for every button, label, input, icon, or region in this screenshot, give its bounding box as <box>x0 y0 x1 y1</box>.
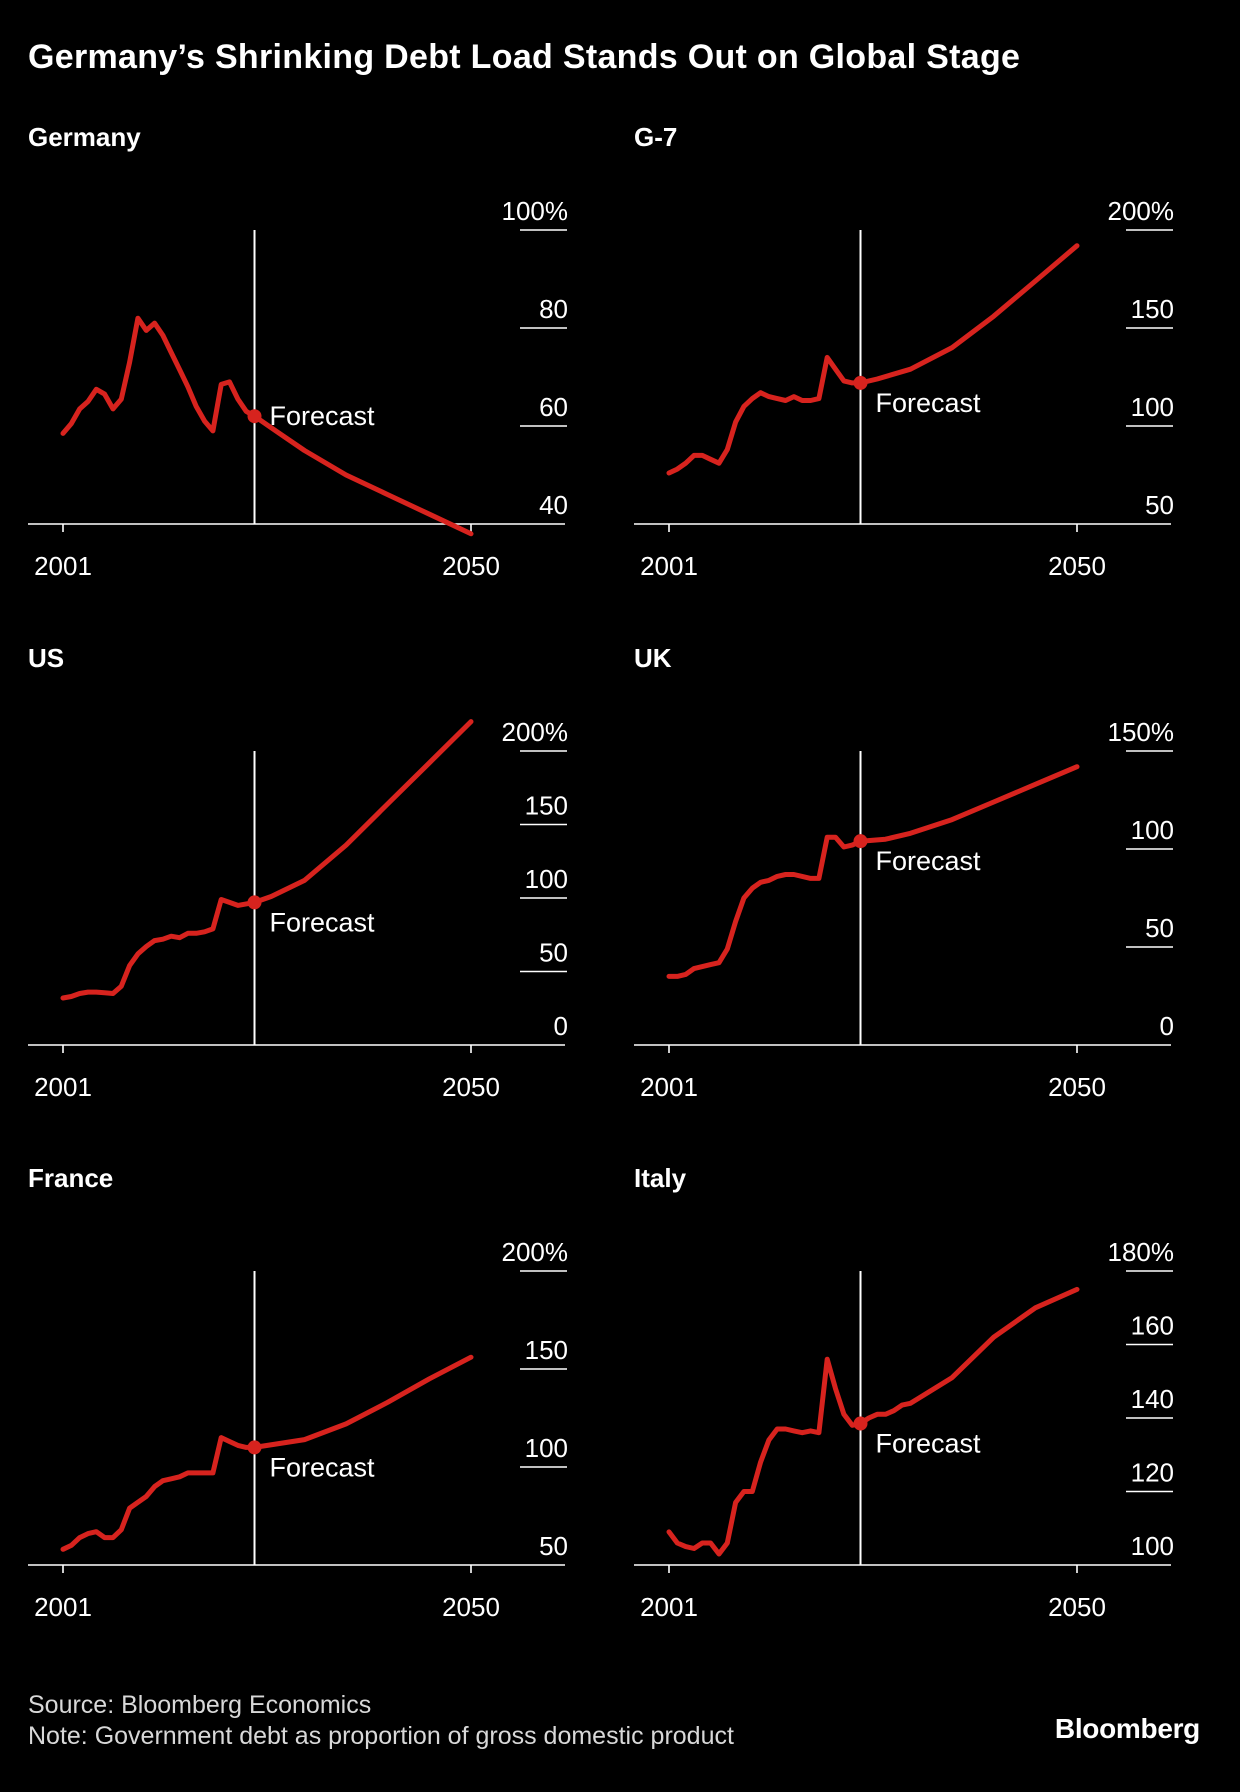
x-tick-label: 2050 <box>442 1592 500 1622</box>
footer: Source: Bloomberg Economics Note: Govern… <box>28 1690 734 1752</box>
x-tick-label: 2001 <box>640 551 698 581</box>
x-tick-label: 2001 <box>34 1592 92 1622</box>
forecast-label: Forecast <box>876 846 982 876</box>
y-tick-label: 120 <box>1131 1458 1174 1488</box>
source-text: Source: Bloomberg Economics <box>28 1691 372 1719</box>
panel-title: UK <box>634 643 672 673</box>
y-tick-label: 200% <box>1108 196 1175 226</box>
x-tick-label: 2001 <box>34 1072 92 1102</box>
panel-germany: Germany 40 60 80 100% 2001 2050 Forecast <box>28 122 568 581</box>
y-tick-label: 150% <box>1108 717 1175 747</box>
series-line <box>60 315 474 537</box>
y-tick-label: 150 <box>1131 294 1174 324</box>
series-line <box>666 1286 1080 1557</box>
forecast-label: Forecast <box>876 388 982 418</box>
x-tick-label: 2050 <box>442 551 500 581</box>
forecast-marker <box>247 895 262 910</box>
y-tick-label: 140 <box>1131 1384 1174 1414</box>
page-title: Germany’s Shrinking Debt Load Stands Out… <box>28 38 1021 76</box>
series-line <box>60 1354 474 1552</box>
note-text: Note: Government debt as proportion of g… <box>28 1722 734 1750</box>
x-tick-label: 2001 <box>640 1072 698 1102</box>
y-tick-label: 50 <box>539 1531 568 1561</box>
series-line <box>666 764 1080 979</box>
panel-us: US 0 50 100 150 200% 2001 2050 Forecast <box>28 643 568 1102</box>
x-tick-label: 2050 <box>1048 551 1106 581</box>
panel-france: France 50 100 150 200% 2001 2050 Forecast <box>28 1163 568 1622</box>
x-tick-label: 2050 <box>1048 1072 1106 1102</box>
x-tick-label: 2001 <box>640 1592 698 1622</box>
panel-title: G-7 <box>634 122 677 152</box>
x-tick-label: 2050 <box>1048 1592 1106 1622</box>
y-tick-label: 100 <box>1131 1531 1174 1561</box>
forecast-marker <box>247 409 262 424</box>
y-tick-label: 100% <box>502 196 569 226</box>
panel-title: France <box>28 1163 113 1193</box>
panel-title: Germany <box>28 122 141 152</box>
y-tick-label: 150 <box>525 1335 568 1365</box>
forecast-label: Forecast <box>876 1429 982 1459</box>
y-tick-label: 100 <box>525 1433 568 1463</box>
forecast-label: Forecast <box>270 1452 376 1482</box>
panel-title: US <box>28 643 64 673</box>
y-tick-label: 180% <box>1108 1237 1175 1267</box>
panel-g-7: G-7 50 100 150 200% 2001 2050 Forecast <box>634 122 1174 581</box>
y-tick-label: 100 <box>525 864 568 894</box>
y-tick-label: 100 <box>1131 392 1174 422</box>
y-tick-label: 160 <box>1131 1311 1174 1341</box>
y-tick-label: 200% <box>502 717 569 747</box>
y-tick-label: 0 <box>554 1011 568 1041</box>
panel-uk: UK 0 50 100 150% 2001 2050 Forecast <box>634 643 1174 1102</box>
y-tick-label: 50 <box>1145 913 1174 943</box>
forecast-label: Forecast <box>270 401 376 431</box>
y-tick-label: 0 <box>1160 1011 1174 1041</box>
forecast-label: Forecast <box>270 907 376 937</box>
y-tick-label: 60 <box>539 392 568 422</box>
y-tick-label: 150 <box>525 791 568 821</box>
forecast-marker <box>247 1440 262 1455</box>
panel-title: Italy <box>634 1163 687 1193</box>
series-line <box>60 719 474 1001</box>
y-tick-label: 40 <box>539 490 568 520</box>
forecast-marker <box>853 1416 868 1431</box>
x-tick-label: 2001 <box>34 551 92 581</box>
panel-italy: Italy 100 120 140 160 180% 2001 2050 Forecast <box>634 1163 1174 1622</box>
forecast-marker <box>853 834 868 849</box>
forecast-marker <box>853 375 868 390</box>
y-tick-label: 200% <box>502 1237 569 1267</box>
x-tick-label: 2050 <box>442 1072 500 1102</box>
y-tick-label: 100 <box>1131 815 1174 845</box>
bloomberg-logo: Bloomberg <box>1054 1713 1200 1744</box>
series-line <box>666 243 1080 476</box>
y-tick-label: 80 <box>539 294 568 324</box>
y-tick-label: 50 <box>1145 490 1174 520</box>
y-tick-label: 50 <box>539 938 568 968</box>
